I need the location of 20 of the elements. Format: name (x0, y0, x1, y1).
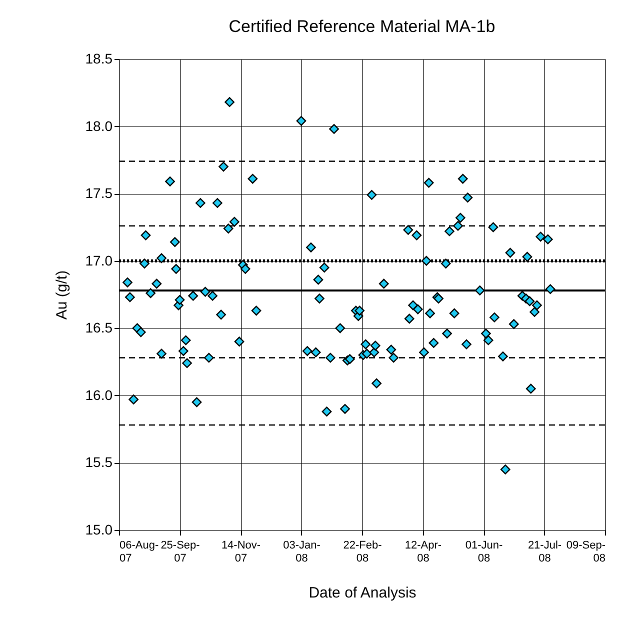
y-tick-label: 18.0 (85, 118, 113, 134)
y-tick-label: 17.0 (85, 252, 113, 268)
x-tick-label: 03-Jan-08 (283, 540, 321, 564)
x-tick-label: 22-Feb-08 (343, 540, 382, 564)
x-tick-label: 14-Nov-07 (221, 540, 261, 564)
chart-title: Certified Reference Material MA-1b (228, 17, 496, 36)
y-tick-label: 15.0 (85, 522, 113, 538)
x-tick-label: 25-Sep-07 (160, 540, 200, 564)
y-tick-label: 16.0 (85, 386, 113, 403)
x-tick-label: 09-Sep-08 (566, 540, 606, 564)
x-tick-label: 12-Apr-08 (404, 540, 442, 564)
x-tick-label: 21-Jul-08 (528, 540, 562, 564)
x-axis-title: Date of Analysis (308, 584, 416, 602)
y-tick-label: 17.5 (85, 185, 113, 202)
x-tick-label: 01-Jun-08 (465, 540, 503, 564)
y-axis-title: Au (g/t) (53, 270, 70, 320)
y-tick-label: 15.5 (85, 454, 113, 470)
x-tick-label: 06-Aug-07 (120, 540, 159, 564)
y-tick-label: 18.5 (85, 50, 113, 66)
y-tick-label: 16.5 (85, 320, 113, 336)
